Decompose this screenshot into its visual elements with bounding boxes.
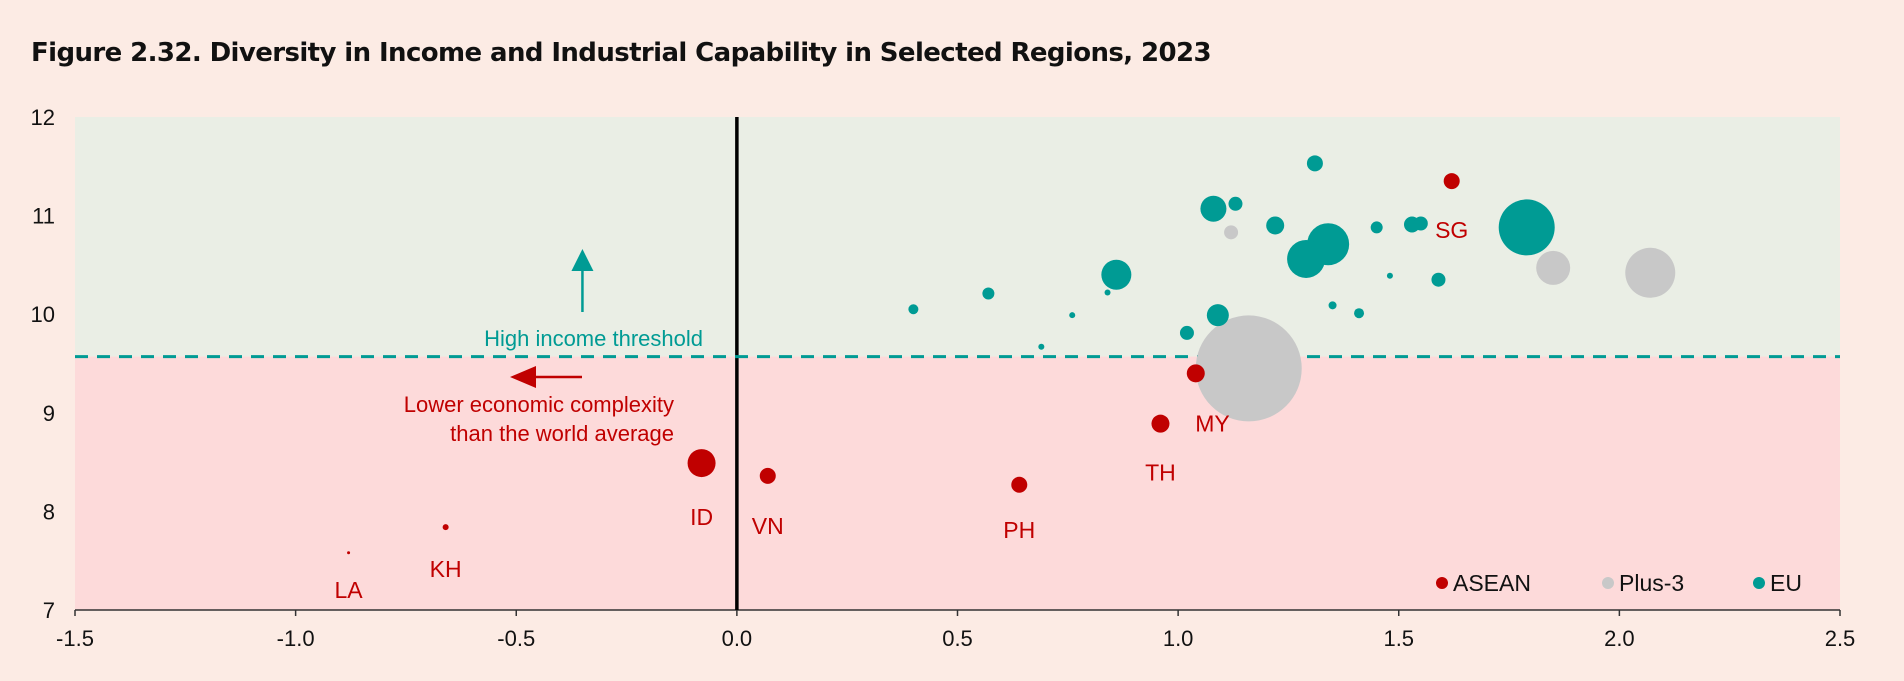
legend-label-asean: ASEAN: [1453, 570, 1531, 596]
threshold-label: High income threshold: [484, 326, 703, 351]
legend: ASEAN Plus-3 EU: [1436, 570, 1802, 596]
y-tick-label: 10: [31, 302, 55, 327]
asean-point-vn: [759, 467, 776, 484]
asean-point-la: [347, 551, 351, 555]
point-label-id: ID: [690, 504, 713, 530]
axes-layer: -1.5 -1.0 -0.5 0.0 0.5 1.0 1.5 2.0 2.5 7 8 9 10 11 12: [31, 105, 1856, 651]
chart-title: Figure 2.32. Diversity in Income and Ind…: [31, 38, 1212, 68]
eu-point: [1206, 304, 1229, 327]
eu-point: [1287, 239, 1326, 278]
x-tick-label: 0.0: [722, 626, 753, 651]
eu-point: [1038, 343, 1045, 350]
eu-point: [1413, 216, 1428, 231]
y-tick-label: 8: [43, 499, 55, 524]
complexity-label-line2: than the world average: [450, 421, 674, 446]
point-label-ph: PH: [1003, 517, 1035, 543]
below-threshold-band: [75, 356, 1840, 610]
y-tick-label: 12: [31, 105, 55, 130]
eu-point: [1179, 325, 1194, 340]
eu-point: [1306, 155, 1323, 172]
eu-point: [1228, 196, 1243, 211]
eu-point: [1370, 221, 1383, 234]
y-tick-label: 9: [43, 401, 55, 426]
legend-marker-eu: [1753, 577, 1765, 589]
point-label-vn: VN: [752, 513, 784, 539]
plus-3-point: [1195, 315, 1302, 422]
eu-point: [908, 304, 919, 315]
point-label-kh: KH: [430, 556, 462, 582]
background-bands: [75, 117, 1840, 610]
eu-point: [1354, 308, 1365, 319]
x-tick-label: -0.5: [497, 626, 535, 651]
eu-point: [1200, 195, 1227, 222]
point-label-la: LA: [335, 577, 364, 603]
high-income-band: [75, 117, 1840, 357]
point-labels: LA KH ID VN PH TH MY SG: [335, 217, 1469, 603]
asean-point-th: [1151, 414, 1170, 433]
asean-point: [1186, 364, 1205, 383]
x-tick-label: 1.0: [1163, 626, 1194, 651]
eu-point: [1386, 272, 1393, 279]
y-tick-label: 11: [32, 204, 55, 229]
eu-point: [1104, 289, 1111, 296]
x-tick-label: 2.5: [1825, 626, 1856, 651]
point-label-sg: SG: [1435, 217, 1468, 243]
eu-point: [982, 287, 995, 300]
x-tick-label: 2.0: [1604, 626, 1635, 651]
point-label-th: TH: [1145, 460, 1176, 486]
asean-point-id: [687, 449, 716, 478]
eu-point: [1498, 199, 1555, 256]
data-points: [347, 155, 1676, 555]
up-arrow-head: [571, 249, 594, 271]
y-tick-label: 7: [43, 598, 55, 623]
point-label-my: MY: [1195, 411, 1230, 437]
x-tick-label: -1.0: [277, 626, 315, 651]
asean-point-kh: [442, 524, 449, 531]
eu-point: [1431, 272, 1446, 287]
annotations: High income threshold Lower economic comp…: [404, 249, 703, 446]
eu-point: [1266, 216, 1285, 235]
complexity-label-line1: Lower economic complexity: [404, 392, 674, 417]
x-tick-label: 1.5: [1383, 626, 1414, 651]
eu-point: [1069, 312, 1076, 319]
eu-point: [1328, 301, 1337, 310]
asean-point-ph: [1011, 476, 1028, 493]
left-arrow-head: [510, 366, 536, 388]
legend-marker-asean: [1436, 577, 1448, 589]
asean-point-sg: [1443, 173, 1460, 190]
legend-label-eu: EU: [1770, 570, 1802, 596]
x-tick-label: 0.5: [942, 626, 973, 651]
legend-label-plus-3: Plus-3: [1619, 570, 1684, 596]
plus-3-point: [1224, 225, 1239, 240]
eu-point: [1101, 259, 1132, 290]
plus-3-point: [1625, 247, 1676, 298]
legend-marker-plus-3: [1602, 577, 1614, 589]
plus-3-point: [1536, 250, 1571, 285]
x-tick-label: -1.5: [56, 626, 94, 651]
